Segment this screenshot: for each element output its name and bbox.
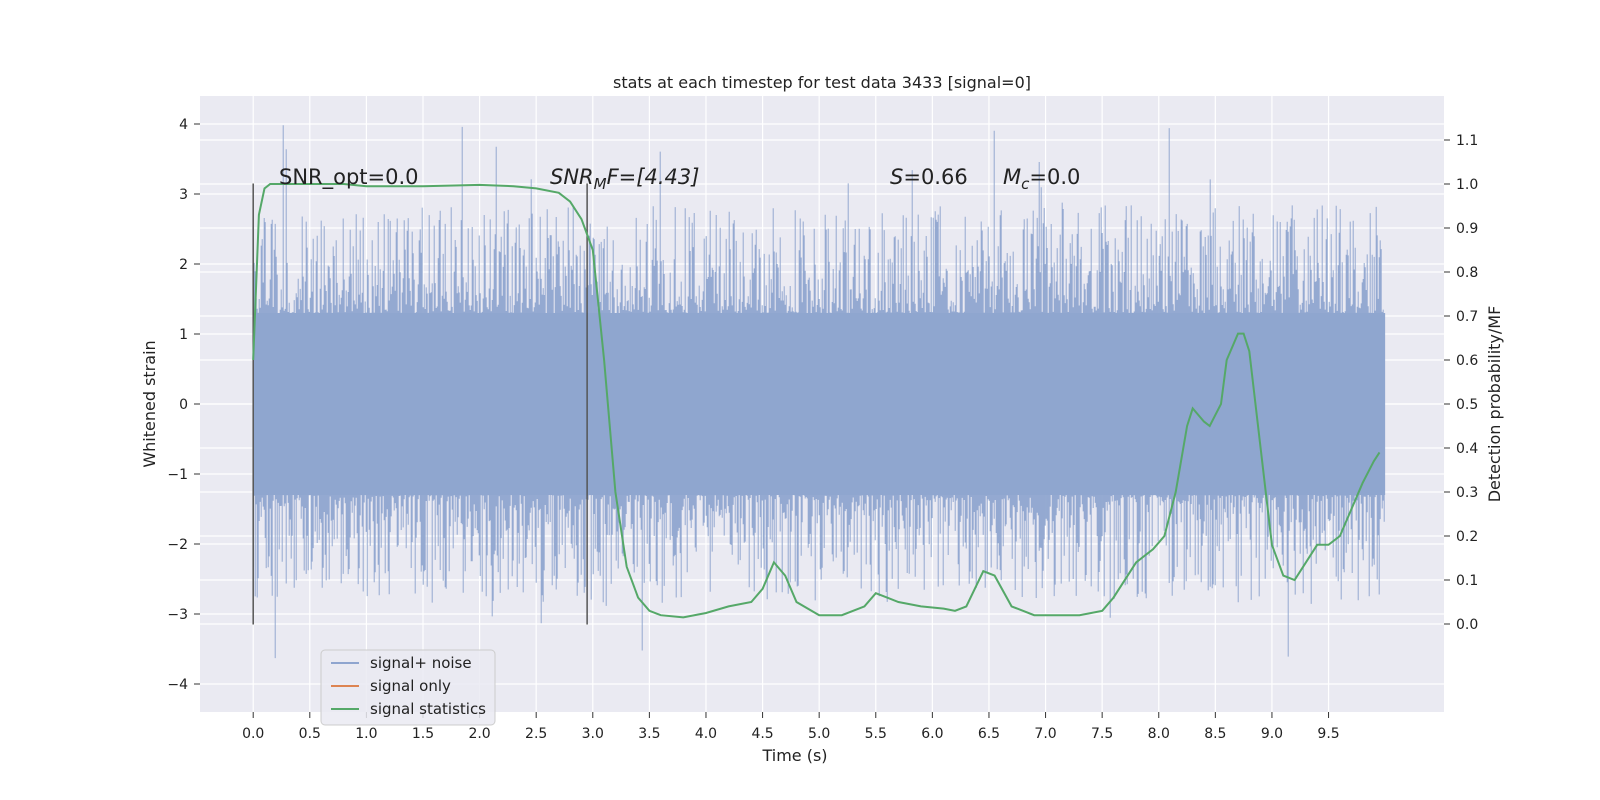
left-tick-label: 0: [179, 397, 188, 413]
left-tick-label: 4: [179, 117, 188, 133]
signal-noise-series: [252, 125, 1386, 659]
legend-box: [320, 649, 496, 726]
left-tick-label: −3: [167, 607, 188, 623]
x-tick-label: 7.0: [1034, 726, 1056, 742]
legend-label-signal-statistics: signal statistics: [370, 700, 486, 718]
annotation-mc-sub: c: [1021, 175, 1030, 193]
x-tick-label: 3.5: [638, 726, 660, 742]
left-tick-label: −4: [167, 677, 188, 693]
x-tick-label: 1.5: [412, 726, 434, 742]
right-axis-label: Detection probability/MF: [1485, 306, 1504, 503]
vertical-marker-lines: [252, 183, 588, 625]
left-tick-label: −2: [167, 537, 188, 553]
x-axis-ticks: 0.0 0.5 1.0 1.5 2.0 2.5 3.0 3.5 4.0 4.5 5.0 5.5 6.0 6…: [242, 712, 1340, 742]
right-tick-label: 0.1: [1456, 573, 1478, 589]
left-tick-label: 3: [179, 187, 188, 203]
x-tick-label: 9.0: [1261, 726, 1283, 742]
right-tick-label: 0.6: [1456, 353, 1478, 369]
legend-label-signal-noise: signal+ noise: [370, 654, 472, 672]
annotation-mc-main: M: [1003, 165, 1021, 189]
right-tick-label: 0.2: [1456, 529, 1478, 545]
x-tick-label: 3.0: [582, 726, 604, 742]
x-tick-label: 9.5: [1317, 726, 1339, 742]
annotation-snr-mf: SNRMF=[4.43]: [550, 165, 699, 193]
annotation-s-rest: =0.66: [903, 165, 967, 189]
left-tick-label: −1: [167, 467, 188, 483]
x-tick-label: 7.5: [1091, 726, 1113, 742]
right-axis-ticks: 1.1 1.0 0.9 0.8 0.7 0.6 0.5 0.4 0.3 0.2 0.1 0.0: [1444, 133, 1478, 633]
x-tick-label: 4.0: [695, 726, 717, 742]
left-axis-label: Whitened strain: [140, 340, 159, 467]
x-tick-label: 0.5: [299, 726, 321, 742]
x-tick-label: 8.0: [1148, 726, 1170, 742]
x-tick-label: 0.0: [242, 726, 264, 742]
left-axis-ticks: 4 3 2 1 0 −1 −2 −3 −4: [167, 117, 200, 693]
right-tick-label: 0.0: [1456, 617, 1478, 633]
legend: signal+ noise signal only signal statist…: [320, 649, 496, 726]
annotation-s-main: S: [890, 165, 903, 189]
right-tick-label: 0.5: [1456, 397, 1478, 413]
annotation-mc: Mc=0.0: [1003, 165, 1080, 193]
x-tick-label: 2.0: [468, 726, 490, 742]
annotation-snr-mf-rest: F=[4.43]: [607, 165, 700, 189]
x-tick-label: 6.5: [978, 726, 1000, 742]
chart-title: stats at each timestep for test data 343…: [613, 73, 1031, 92]
right-tick-label: 0.3: [1456, 485, 1478, 501]
legend-label-signal-only: signal only: [370, 677, 451, 695]
right-tick-label: 1.0: [1456, 177, 1478, 193]
annotation-snr-mf-main: SNR: [550, 165, 594, 189]
right-tick-label: 0.7: [1456, 309, 1478, 325]
annotation-mc-rest: =0.0: [1029, 165, 1080, 189]
left-tick-label: 1: [179, 327, 188, 343]
x-tick-label: 2.5: [525, 726, 547, 742]
x-tick-label: 1.0: [355, 726, 377, 742]
signal-statistics-line: [252, 183, 1381, 619]
x-tick-label: 5.5: [865, 726, 887, 742]
x-tick-label: 4.5: [751, 726, 773, 742]
annotation-snr-mf-sub: M: [594, 175, 607, 193]
x-tick-label: 8.5: [1204, 726, 1226, 742]
annotation-s: S=0.66: [890, 165, 968, 189]
right-tick-label: 0.4: [1456, 441, 1478, 457]
right-tick-label: 0.8: [1456, 265, 1478, 281]
x-tick-label: 6.0: [921, 726, 943, 742]
left-tick-label: 2: [179, 257, 188, 273]
right-tick-label: 0.9: [1456, 221, 1478, 237]
annotation-snr-opt: SNR_opt=0.0: [279, 165, 419, 190]
x-tick-label: 5.0: [808, 726, 830, 742]
right-tick-label: 1.1: [1456, 133, 1478, 149]
x-axis-label: Time (s): [761, 746, 827, 765]
